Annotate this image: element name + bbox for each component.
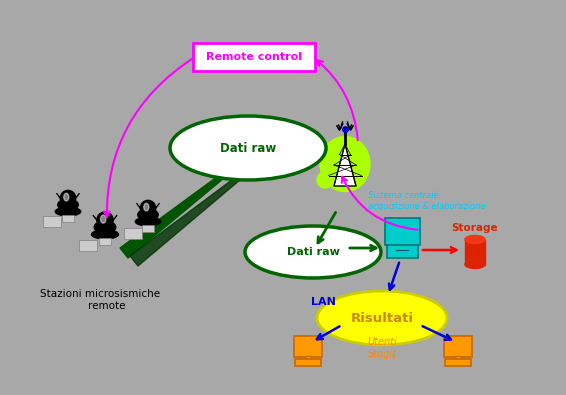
FancyBboxPatch shape <box>305 356 311 360</box>
Ellipse shape <box>317 291 447 345</box>
Polygon shape <box>334 144 356 186</box>
Polygon shape <box>130 132 320 266</box>
Ellipse shape <box>61 190 76 206</box>
Ellipse shape <box>94 221 116 233</box>
Text: Dati raw: Dati raw <box>220 141 276 154</box>
Ellipse shape <box>135 217 161 226</box>
Ellipse shape <box>317 172 333 188</box>
Ellipse shape <box>97 212 113 228</box>
Ellipse shape <box>138 209 158 221</box>
Ellipse shape <box>92 230 118 239</box>
Text: Remote control: Remote control <box>206 52 302 62</box>
Ellipse shape <box>144 203 149 211</box>
Text: acquisizione & elaborazione: acquisizione & elaborazione <box>368 201 486 211</box>
FancyBboxPatch shape <box>193 43 315 71</box>
FancyBboxPatch shape <box>465 239 485 265</box>
Text: Utenti
Stogit: Utenti Stogit <box>367 337 397 359</box>
Ellipse shape <box>55 207 81 216</box>
FancyBboxPatch shape <box>43 216 61 227</box>
Text: Sistema centrale: Sistema centrale <box>368 190 439 199</box>
Polygon shape <box>120 128 312 258</box>
FancyBboxPatch shape <box>79 240 97 251</box>
Ellipse shape <box>64 193 69 201</box>
FancyBboxPatch shape <box>124 228 142 239</box>
FancyBboxPatch shape <box>384 218 419 245</box>
FancyBboxPatch shape <box>62 215 74 222</box>
FancyBboxPatch shape <box>142 225 154 232</box>
FancyBboxPatch shape <box>98 238 112 245</box>
Text: Dati raw: Dati raw <box>286 247 340 257</box>
Ellipse shape <box>58 199 78 211</box>
Ellipse shape <box>101 215 106 223</box>
Text: Risultati: Risultati <box>350 312 414 325</box>
Text: Stazioni microsismiche
    remote: Stazioni microsismiche remote <box>40 289 160 311</box>
FancyBboxPatch shape <box>294 336 322 357</box>
FancyBboxPatch shape <box>455 356 461 360</box>
FancyBboxPatch shape <box>295 359 321 366</box>
Ellipse shape <box>465 235 485 243</box>
Text: Storage: Storage <box>452 223 498 233</box>
FancyBboxPatch shape <box>387 245 418 258</box>
Ellipse shape <box>245 226 381 278</box>
Ellipse shape <box>465 260 485 269</box>
Text: LAN: LAN <box>311 297 336 307</box>
FancyBboxPatch shape <box>444 336 472 357</box>
Ellipse shape <box>140 200 156 216</box>
Ellipse shape <box>170 116 326 180</box>
FancyBboxPatch shape <box>445 359 471 366</box>
Ellipse shape <box>465 235 485 243</box>
Ellipse shape <box>320 137 370 192</box>
